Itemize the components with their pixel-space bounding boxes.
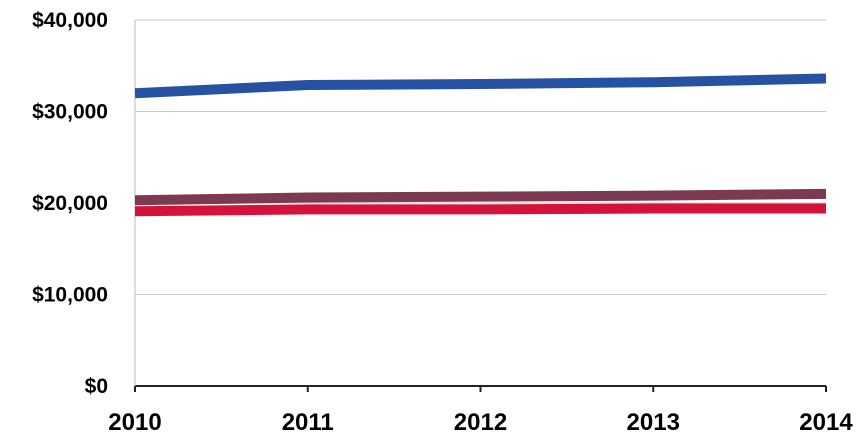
y-tick-label: $20,000 (32, 192, 108, 215)
axes (134, 20, 827, 392)
x-axis-tick-labels: 2010 2011 2012 2013 2014 (108, 409, 853, 436)
series-line-0 (134, 73, 827, 99)
series-line-2 (134, 203, 826, 217)
x-tick-label: 2014 (799, 409, 853, 436)
y-tick-label: $0 (85, 375, 108, 398)
x-tick-label: 2011 (282, 409, 334, 436)
y-tick-label: $40,000 (32, 9, 108, 32)
series-line-1 (134, 188, 827, 206)
series-lines (134, 73, 827, 217)
gridlines (135, 19, 826, 295)
y-tick-label: $30,000 (32, 101, 108, 124)
y-tick-label: $10,000 (32, 284, 108, 307)
x-tick-label: 2012 (454, 409, 507, 436)
x-tick-label: 2010 (108, 409, 161, 436)
x-tick-label: 2013 (627, 409, 680, 436)
y-axis-tick-labels: $0 $10,000 $20,000 $30,000 $40,000 (32, 9, 108, 398)
